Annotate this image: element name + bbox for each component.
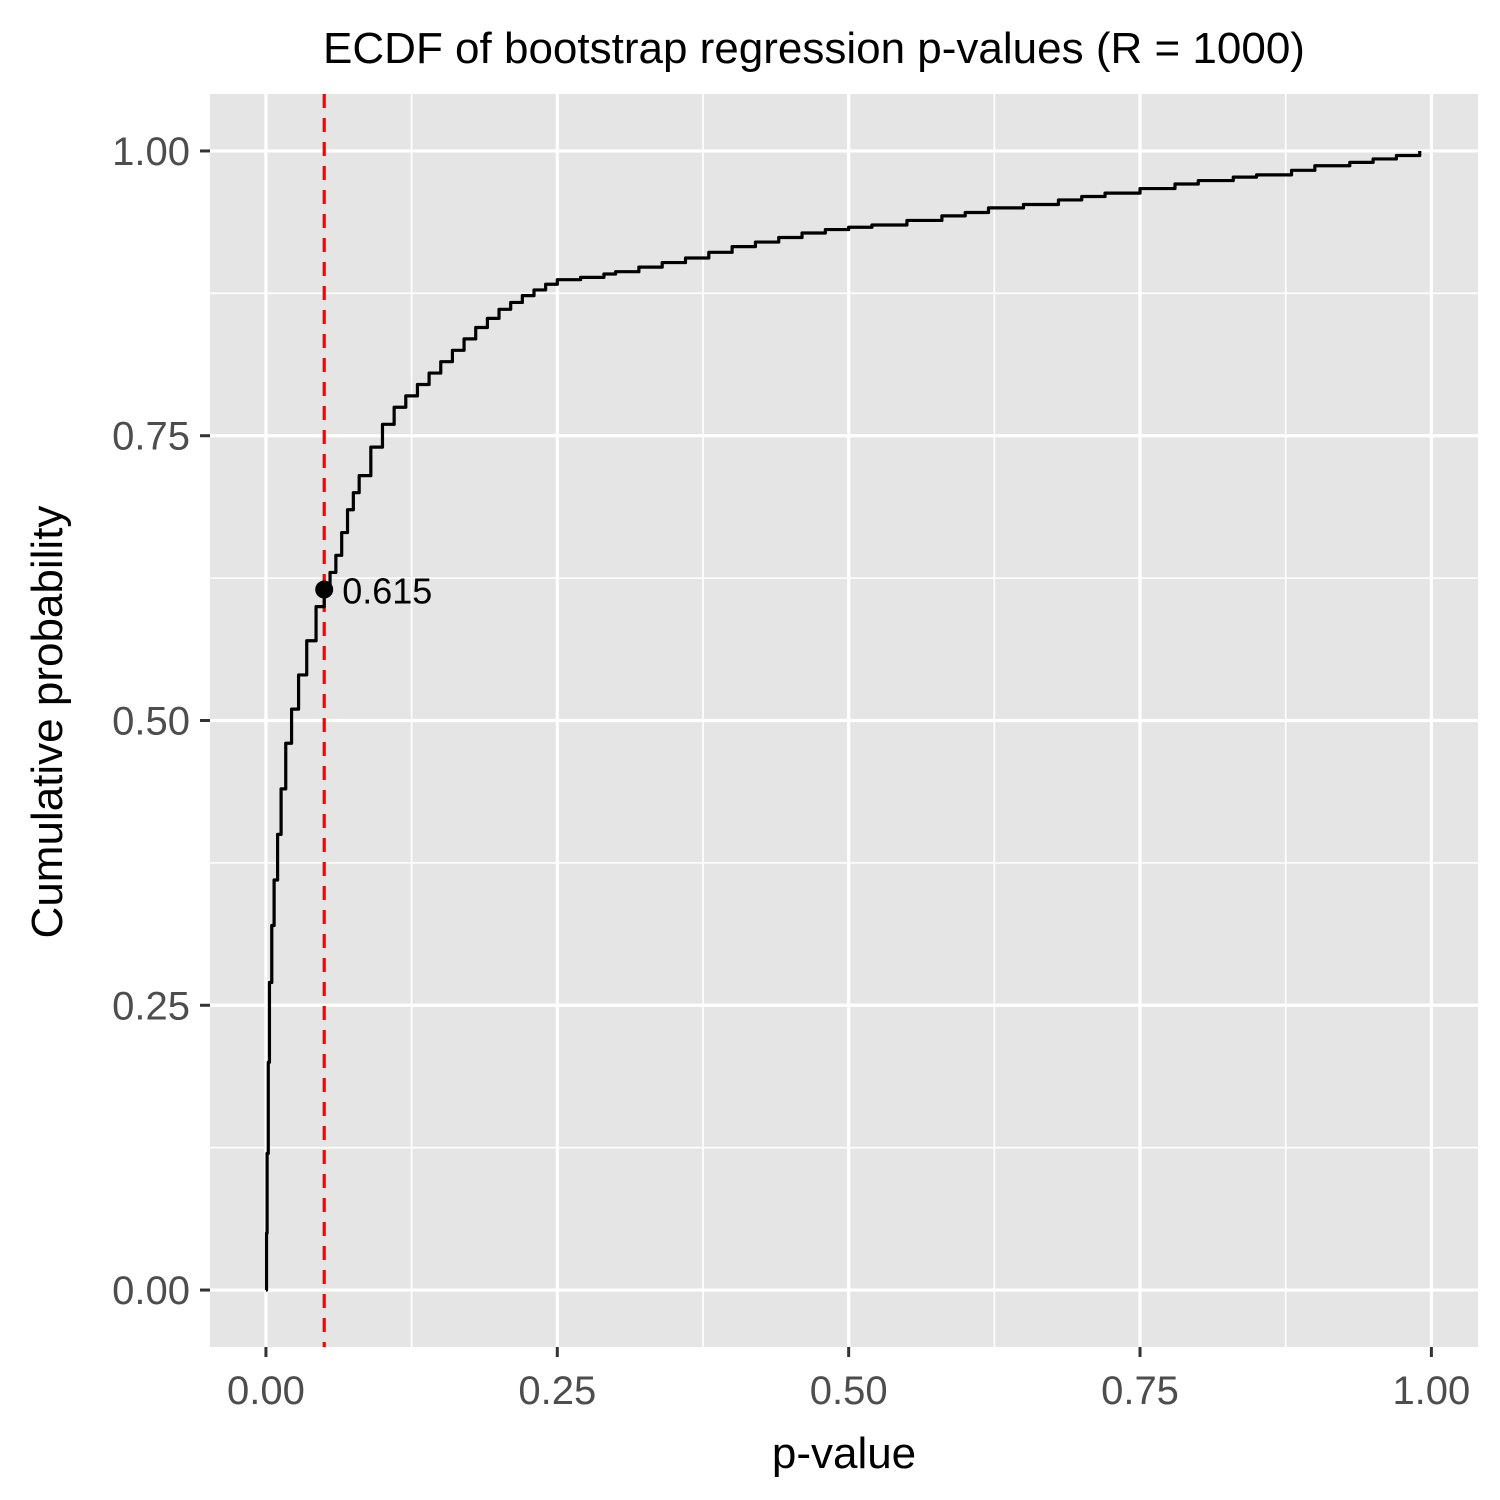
y-tick-label: 0.00 bbox=[112, 1269, 190, 1313]
y-tick-label: 0.75 bbox=[112, 415, 190, 459]
series-layer bbox=[264, 150, 1422, 1292]
x-tick-label: 0.25 bbox=[518, 1369, 596, 1413]
x-tick-label: 0.75 bbox=[1101, 1369, 1179, 1413]
x-tick-label: 0.00 bbox=[227, 1369, 305, 1413]
ecdf-line bbox=[264, 150, 1422, 1292]
x-axis: 0.00 0.25 0.50 0.75 1.00 bbox=[227, 1347, 1470, 1413]
y-tick-label: 0.50 bbox=[112, 700, 190, 744]
y-axis: 0.00 0.25 0.50 0.75 1.00 bbox=[112, 130, 210, 1313]
highlight-layer: 0.615 bbox=[315, 571, 432, 612]
major-gridlines bbox=[210, 94, 1478, 1347]
y-axis-title: Cumulative probability bbox=[23, 506, 72, 939]
x-tick-label: 1.00 bbox=[1392, 1369, 1470, 1413]
highlight-point bbox=[315, 580, 334, 599]
x-axis-title: p-value bbox=[772, 1429, 916, 1478]
y-tick-label: 0.25 bbox=[112, 984, 190, 1028]
highlight-label: 0.615 bbox=[342, 571, 432, 612]
y-tick-label: 1.00 bbox=[112, 130, 190, 174]
chart-title: ECDF of bootstrap regression p-values (R… bbox=[323, 24, 1305, 73]
x-tick-label: 0.50 bbox=[810, 1369, 888, 1413]
